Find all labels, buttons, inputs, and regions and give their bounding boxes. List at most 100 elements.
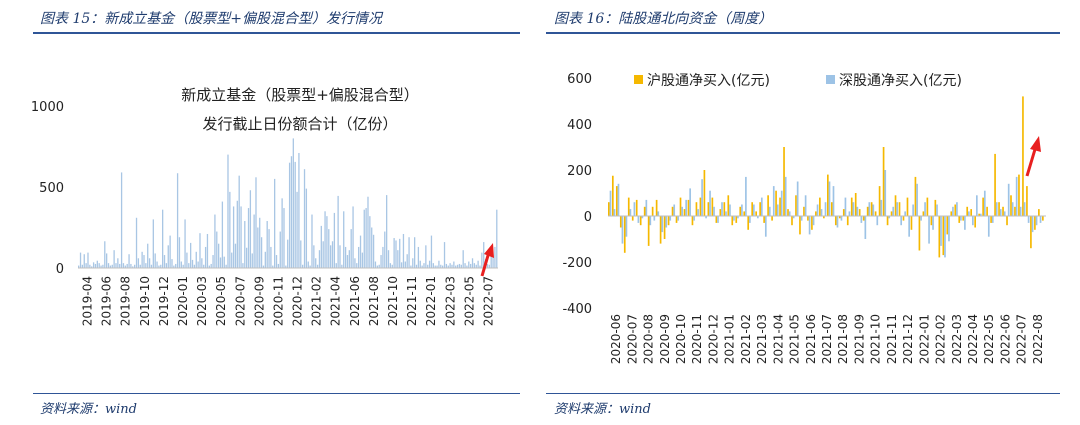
left-bar: [406, 254, 408, 268]
left-bar: [378, 264, 380, 268]
left-x-tick-label: 2020-05: [214, 276, 228, 326]
right-bar-sh: [663, 216, 666, 239]
left-bar: [227, 154, 229, 268]
right-bar-sh: [898, 202, 901, 216]
right-bar-sz: [697, 209, 699, 216]
left-panel: 图表 15：新成立基金（股票型+偏股混合型）发行情况 0 500 1000 2019-…: [0, 0, 520, 425]
right-bar-sz: [964, 216, 966, 230]
right-x-tick-label: 2022-07: [1015, 314, 1029, 364]
right-bar-sz: [753, 204, 755, 216]
right-y-tick-label: 0: [584, 210, 592, 225]
right-bar-sz: [768, 206, 771, 216]
left-bar: [389, 263, 392, 268]
left-bar: [169, 235, 171, 268]
right-bar-sh: [703, 170, 706, 216]
right-bar-sz: [1019, 206, 1022, 216]
left-bar: [471, 258, 474, 268]
right-bar-sh: [711, 197, 714, 216]
right-bar-sh: [834, 216, 837, 226]
right-x-tick-label: 2022-08: [1031, 314, 1045, 364]
right-bar-sh: [731, 216, 734, 226]
left-x-tick-label: 2021-04: [329, 276, 343, 326]
left-bar: [318, 250, 321, 268]
right-x-tick-label: 2021-06: [804, 314, 818, 364]
right-x-tick-label: 2022-04: [966, 314, 980, 364]
left-bar: [259, 217, 261, 268]
left-bar: [216, 231, 218, 268]
left-bar: [294, 161, 296, 268]
right-y-tick-label: 200: [567, 164, 592, 179]
left-bar: [423, 263, 425, 268]
left-bar: [359, 235, 362, 268]
right-bar-sh: [882, 147, 885, 216]
right-bar-sz: [776, 204, 779, 216]
left-bar: [350, 229, 352, 268]
right-bar-sz: [613, 209, 616, 216]
right-bar-sh: [850, 197, 853, 216]
left-bar: [139, 264, 141, 268]
left-bar: [281, 198, 283, 268]
right-bar-sh: [1010, 195, 1012, 216]
right-x-tick-label: 2020-10: [674, 314, 688, 364]
left-bar: [404, 261, 406, 268]
left-bar: [473, 263, 476, 268]
left-bar: [419, 260, 421, 268]
left-bar: [100, 265, 102, 268]
right-bar-sh: [974, 216, 976, 228]
right-bar-sz: [621, 216, 624, 244]
left-bar: [400, 262, 403, 268]
right-bar-sz: [637, 216, 640, 223]
right-bar-sh: [858, 209, 861, 216]
right-bar-sh: [982, 197, 984, 216]
right-bar-sz: [1027, 216, 1030, 223]
left-bar: [328, 229, 330, 268]
left-bar: [132, 266, 134, 268]
left-bar: [96, 260, 98, 268]
left-bar: [421, 265, 423, 268]
right-bar-sh: [807, 216, 809, 221]
right-panel: 图表 16：陆股通北向资金（周度） -400 -200 0 200 400 600 2020…: [540, 0, 1080, 425]
left-chart-title-line: 新成立基金（股票型+偏股混合型）: [181, 86, 419, 104]
left-bar: [287, 239, 289, 268]
left-x-tick-label: 2019-12: [157, 276, 171, 326]
right-bar-sz: [800, 216, 803, 221]
left-bar: [456, 264, 459, 268]
left-bar: [156, 261, 158, 268]
right-bar-sz: [860, 216, 863, 223]
right-bar-sh: [655, 199, 658, 216]
left-bar: [191, 259, 194, 268]
right-y-tick-label: 600: [567, 72, 592, 87]
left-x-tick-label: 2020-09: [252, 276, 266, 326]
left-bar: [307, 261, 309, 268]
left-bar: [134, 264, 136, 268]
left-bar: [283, 208, 285, 268]
left-bar: [432, 263, 434, 268]
left-bar: [300, 240, 302, 268]
left-bar: [210, 263, 212, 268]
left-bar: [190, 242, 192, 268]
right-bar-sz: [844, 197, 847, 216]
right-bar-sh: [771, 216, 773, 221]
left-bar: [352, 206, 354, 268]
right-bar-sh: [791, 216, 793, 226]
left-bar: [260, 237, 263, 268]
right-bar-sh: [902, 216, 905, 221]
left-bar: [331, 241, 334, 268]
left-x-tick-label: 2020-11: [271, 276, 285, 326]
right-bar-sh: [667, 216, 670, 226]
right-bar-sz: [756, 216, 759, 219]
right-bar-sz: [872, 204, 875, 216]
left-source: 资料来源：wind: [40, 402, 137, 417]
left-bar: [425, 245, 427, 268]
right-bar-sz: [693, 216, 695, 221]
left-bar: [399, 238, 401, 268]
left-bar: [229, 191, 231, 268]
right-bar-sh: [767, 195, 769, 216]
left-bar: [440, 264, 442, 268]
right-bar-sh: [830, 202, 833, 216]
left-bar: [341, 264, 343, 268]
right-bar-sz: [625, 216, 628, 237]
left-bar: [236, 200, 238, 268]
right-x-tick-label: 2022-05: [982, 314, 996, 364]
